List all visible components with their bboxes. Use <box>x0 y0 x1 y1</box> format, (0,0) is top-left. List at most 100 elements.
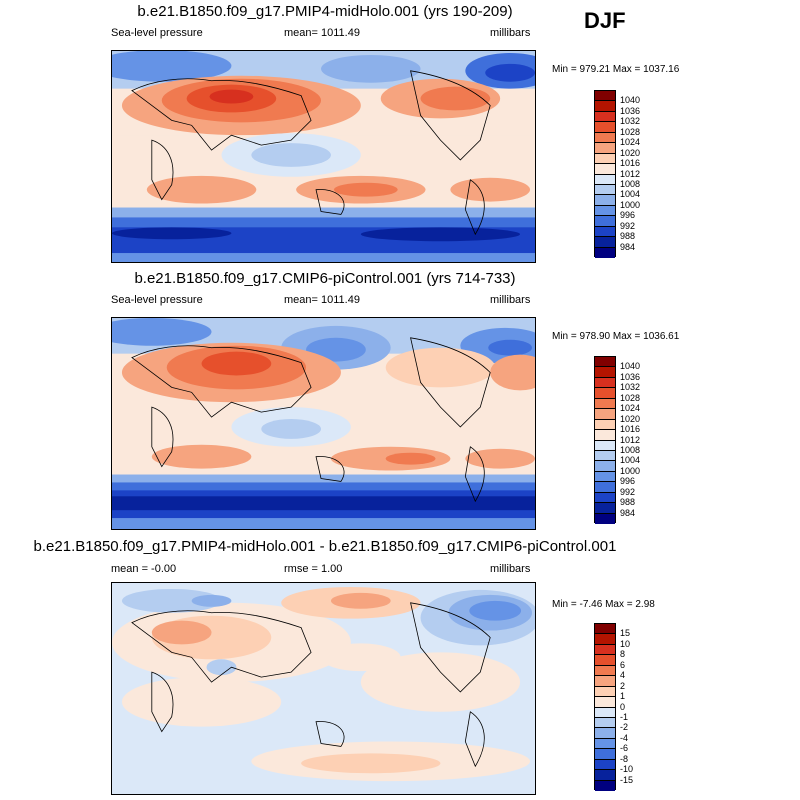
colorbar-swatch <box>595 707 615 718</box>
panel-2-map <box>111 317 536 530</box>
colorbar-swatch <box>595 482 615 493</box>
colorbar-swatch <box>595 665 615 677</box>
colorbar-swatch <box>595 122 615 133</box>
colorbar-label: 1032 <box>620 382 641 393</box>
colorbar-label: 1016 <box>620 158 641 169</box>
colorbar-swatch <box>595 111 615 123</box>
colorbar-label: -10 <box>620 764 634 775</box>
colorbar-label: 8 <box>620 649 626 660</box>
colorbar-swatch <box>595 143 615 154</box>
colorbar-label: -6 <box>620 743 629 754</box>
colorbar-label: -2 <box>620 722 629 733</box>
colorbar-swatch <box>595 728 615 739</box>
colorbar-label: 996 <box>620 210 636 221</box>
colorbar-swatch <box>595 388 615 399</box>
colorbar-label: 1028 <box>620 392 641 403</box>
colorbar-label: 6 <box>620 659 626 670</box>
colorbar-swatch <box>595 749 615 760</box>
colorbar-label: 1012 <box>620 168 641 179</box>
colorbar-swatch <box>595 676 615 687</box>
panel-2-title: b.e21.B1850.f09_g17.CMIP6-piControl.001 … <box>134 270 516 287</box>
colorbar-label: 15 <box>620 628 631 639</box>
colorbar-swatch <box>595 153 615 165</box>
panel-1-title: b.e21.B1850.f09_g17.PMIP4-midHolo.001 (y… <box>137 3 513 20</box>
colorbar-swatch <box>595 461 615 472</box>
colorbar-label: -8 <box>620 753 629 764</box>
colorbar-label: 1036 <box>620 105 641 116</box>
colorbar-swatch <box>595 377 615 389</box>
colorbar-label: 1024 <box>620 137 641 148</box>
panel-3-rmse-label: rmse = 1.00 <box>284 563 343 575</box>
colorbar-label: 1032 <box>620 116 641 127</box>
panel-3-map <box>111 582 536 795</box>
colorbar-label: 1000 <box>620 465 641 476</box>
colorbar-label: -4 <box>620 732 629 743</box>
colorbar-swatch <box>595 226 615 238</box>
colorbar-swatch <box>595 91 615 102</box>
panel-1-mean-label: mean= 1011.49 <box>284 27 360 39</box>
colorbar-label: 1000 <box>620 199 641 210</box>
colorbar-label: 4 <box>620 670 626 681</box>
colorbar-swatch <box>595 780 615 791</box>
colorbar-label: 1028 <box>620 126 641 137</box>
colorbar-label: 992 <box>620 486 636 497</box>
panel-3-mean-label: mean = -0.00 <box>111 563 177 575</box>
colorbar-swatch <box>595 357 615 368</box>
colorbar-swatch <box>595 503 615 514</box>
colorbar-swatch <box>595 398 615 410</box>
colorbar-label: 1012 <box>620 434 641 445</box>
colorbar-swatch <box>595 101 615 112</box>
panel-1-map <box>111 50 536 263</box>
panel-3-units-label: millibars <box>490 563 531 575</box>
colorbar-label: 996 <box>620 476 636 487</box>
colorbar-swatch <box>595 717 615 729</box>
colorbar-swatch <box>595 195 615 206</box>
panel-1-colorbar <box>594 90 616 258</box>
colorbar-label: 1008 <box>620 178 641 189</box>
panel-2-units-label: millibars <box>490 294 531 306</box>
colorbar-label: 1040 <box>620 95 641 106</box>
colorbar-label: 1 <box>620 691 626 702</box>
colorbar-swatch <box>595 430 615 441</box>
colorbar-label: 1004 <box>620 455 641 466</box>
colorbar-swatch <box>595 184 615 196</box>
colorbar-swatch <box>595 174 615 185</box>
colorbar-label: 10 <box>620 638 631 649</box>
panel-1-minmax: Min = 979.21 Max = 1037.16 <box>552 64 680 75</box>
colorbar-swatch <box>595 419 615 431</box>
colorbar-swatch <box>595 205 615 217</box>
colorbar-swatch <box>595 697 615 708</box>
colorbar-swatch <box>595 216 615 227</box>
colorbar-swatch <box>595 759 615 771</box>
colorbar-swatch <box>595 132 615 144</box>
colorbar-swatch <box>595 367 615 378</box>
colorbar-label: 984 <box>620 241 636 252</box>
colorbar-swatch <box>595 644 615 656</box>
colorbar-swatch <box>595 247 615 258</box>
colorbar-swatch <box>595 492 615 504</box>
colorbar-swatch <box>595 655 615 666</box>
colorbar-swatch <box>595 164 615 175</box>
colorbar-swatch <box>595 686 615 698</box>
panel-3-minmax: Min = -7.46 Max = 2.98 <box>552 599 655 610</box>
colorbar-label: 2 <box>620 680 626 691</box>
panel-1-variable-label: Sea-level pressure <box>111 27 203 39</box>
colorbar-label: 1008 <box>620 444 641 455</box>
colorbar-swatch <box>595 738 615 750</box>
colorbar-label: 984 <box>620 507 636 518</box>
colorbar-swatch <box>595 409 615 420</box>
colorbar-label: 1004 <box>620 189 641 200</box>
colorbar-label: 988 <box>620 231 636 242</box>
colorbar-swatch <box>595 513 615 524</box>
colorbar-label: 1024 <box>620 403 641 414</box>
colorbar-swatch <box>595 624 615 635</box>
colorbar-swatch <box>595 770 615 781</box>
colorbar-swatch <box>595 450 615 462</box>
colorbar-label: 1020 <box>620 147 641 158</box>
panel-2-colorbar <box>594 356 616 524</box>
colorbar-swatch <box>595 237 615 248</box>
colorbar-label: 1016 <box>620 424 641 435</box>
colorbar-label: 1040 <box>620 361 641 372</box>
panel-1-units-label: millibars <box>490 27 531 39</box>
colorbar-label: 1036 <box>620 371 641 382</box>
